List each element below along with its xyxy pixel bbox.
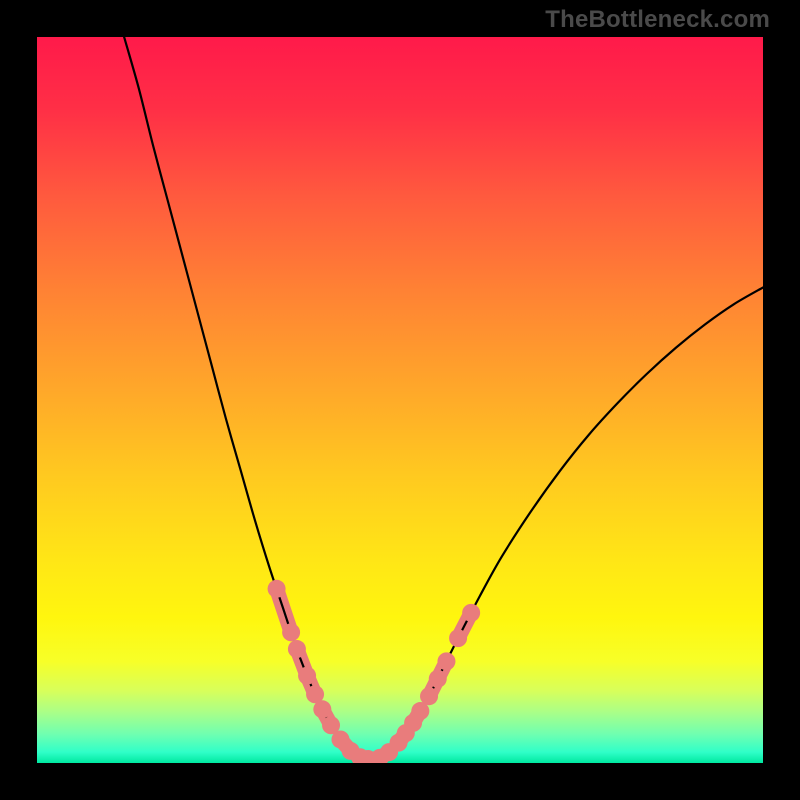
chart-svg [37,37,763,763]
watermark-text: TheBottleneck.com [545,6,770,34]
annotation-marker-right-9 [449,629,467,647]
curve-left [124,37,369,759]
plot-area [37,37,763,763]
annotation-marker-right-10 [462,604,480,622]
annotation-marker-left-1 [282,623,300,641]
annotation-marker-left-0 [268,580,286,598]
annotation-marker-right-8 [437,652,455,670]
annotation-marker-left-5 [313,700,331,718]
annotation-marker-right-7 [429,670,447,688]
annotation-marker-left-3 [298,667,316,685]
annotation-marker-right-6 [420,687,438,705]
annotation-marker-left-2 [288,640,306,658]
